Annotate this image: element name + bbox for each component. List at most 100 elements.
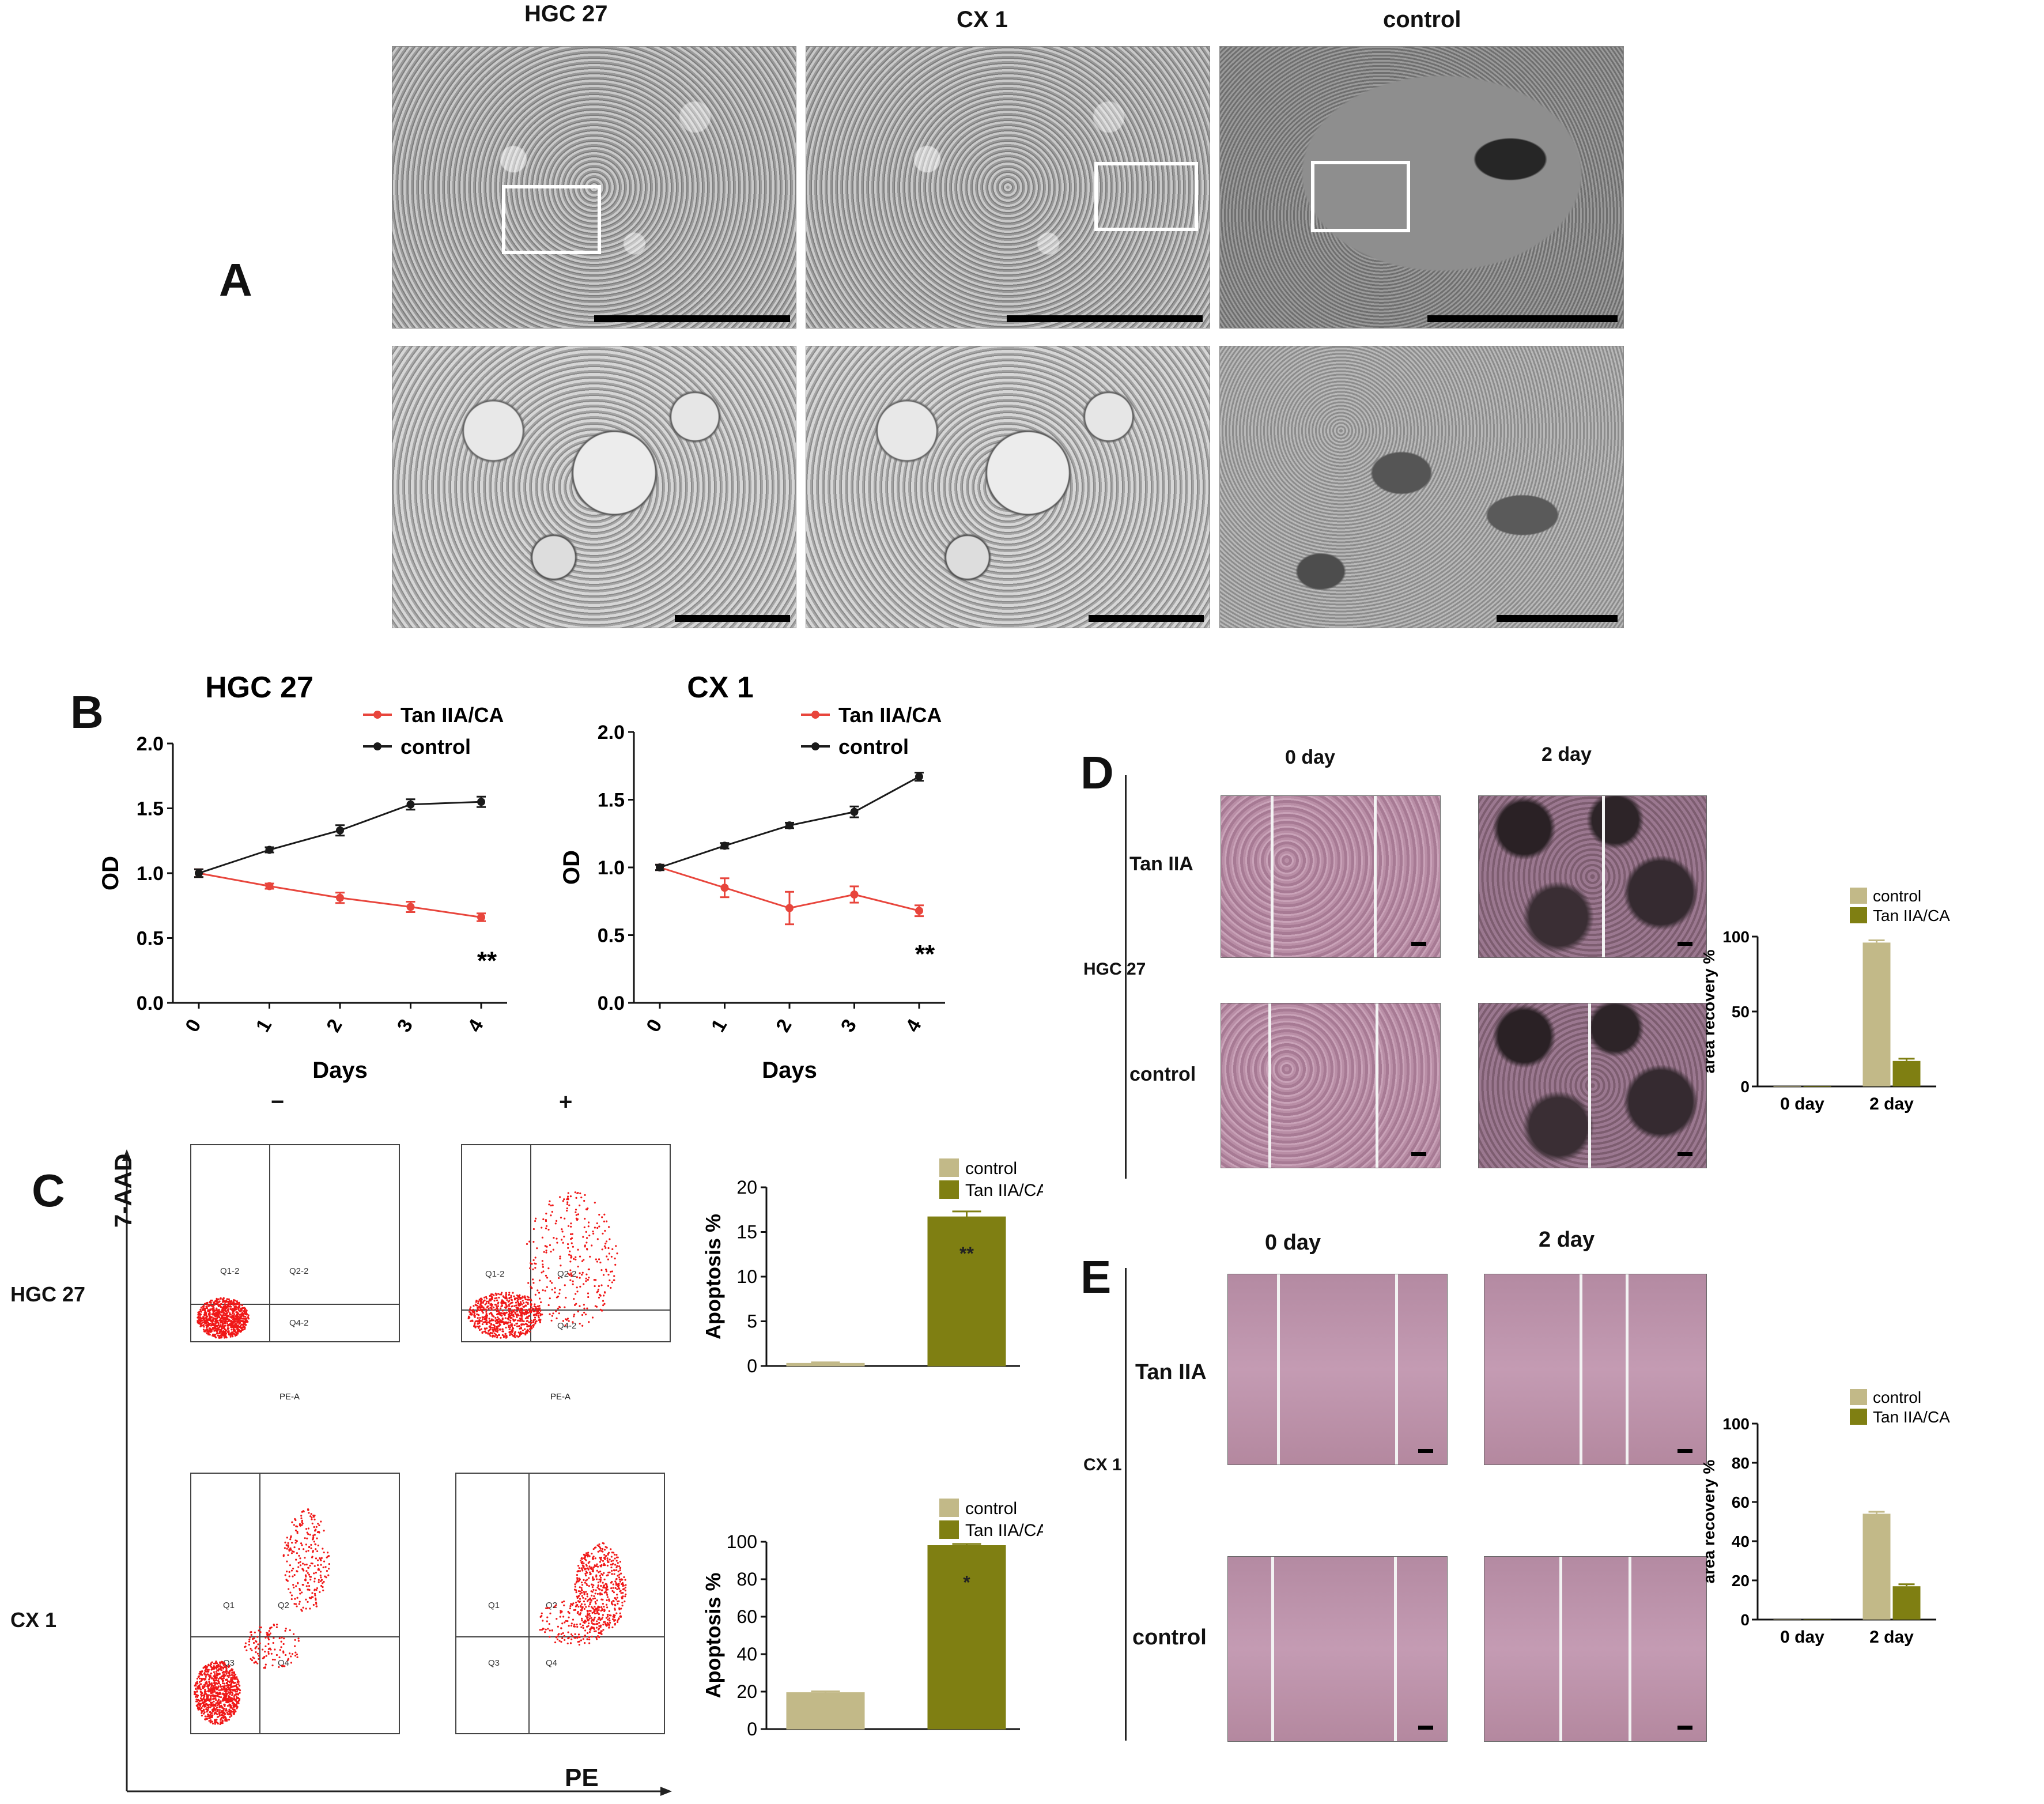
event-dot [560, 1640, 562, 1643]
event-dot [510, 1296, 512, 1299]
event-dot [213, 1671, 216, 1673]
event-dot [528, 1299, 530, 1301]
event-dot [479, 1303, 482, 1305]
event-dot [207, 1694, 210, 1696]
event-dot [206, 1667, 208, 1669]
event-dot [530, 1262, 532, 1265]
event-dot [317, 1559, 319, 1561]
x-tick-label: 2 [322, 1016, 346, 1036]
event-dot [247, 1314, 250, 1316]
event-dot [290, 1598, 293, 1601]
event-dot [585, 1208, 588, 1211]
event-dot [612, 1583, 614, 1586]
event-dot [534, 1303, 536, 1305]
event-dot [568, 1320, 570, 1322]
data-point [406, 800, 415, 809]
event-dot [516, 1316, 518, 1318]
event-dot [211, 1324, 214, 1326]
event-dot [583, 1600, 585, 1603]
event-dot [551, 1204, 554, 1206]
event-dot [227, 1684, 229, 1686]
event-dot [206, 1315, 209, 1318]
event-dot [546, 1286, 548, 1288]
event-dot [619, 1580, 621, 1583]
event-dot [255, 1661, 258, 1663]
event-dot [600, 1624, 602, 1626]
event-dot [539, 1297, 541, 1300]
event-dot [318, 1581, 320, 1583]
event-dot [601, 1548, 604, 1550]
scale-bar [675, 615, 790, 622]
event-dot [302, 1510, 304, 1512]
event-dot [594, 1612, 596, 1615]
event-dot [595, 1630, 597, 1632]
event-dot [585, 1615, 587, 1617]
event-dot [221, 1669, 223, 1671]
event-dot [253, 1657, 255, 1659]
event-dot [228, 1320, 230, 1322]
data-point [477, 913, 485, 922]
event-dot [592, 1579, 594, 1582]
event-dot [470, 1309, 473, 1312]
event-dot [575, 1214, 577, 1216]
event-dot [538, 1292, 541, 1294]
event-dot [206, 1699, 209, 1701]
event-dot [218, 1300, 221, 1303]
event-dot [534, 1220, 536, 1222]
event-dot [216, 1688, 218, 1690]
event-dot [278, 1637, 281, 1640]
event-dot [290, 1662, 293, 1664]
event-dot [475, 1301, 477, 1303]
event-dot [315, 1526, 318, 1528]
event-dot [585, 1237, 588, 1239]
event-dot [211, 1309, 214, 1312]
legend-label: Tan IIA/CA [965, 1181, 1043, 1200]
event-dot [603, 1549, 606, 1551]
y-tick-label: 10 [736, 1266, 757, 1287]
event-dot [583, 1226, 585, 1229]
event-dot [499, 1293, 501, 1296]
event-dot [480, 1306, 482, 1308]
event-dot [237, 1680, 239, 1682]
event-dot [603, 1220, 606, 1222]
event-dot [314, 1543, 316, 1545]
event-dot [504, 1317, 507, 1319]
event-dot [557, 1625, 559, 1628]
data-point [915, 907, 923, 915]
event-dot [536, 1247, 538, 1250]
event-dot [286, 1571, 288, 1573]
event-dot [580, 1605, 582, 1607]
event-dot [485, 1296, 488, 1298]
event-dot [488, 1307, 490, 1309]
event-dot [213, 1677, 216, 1679]
event-dot [477, 1302, 479, 1304]
event-dot [515, 1312, 517, 1315]
event-dot [517, 1331, 520, 1334]
event-dot [271, 1664, 274, 1667]
event-dot [588, 1642, 591, 1644]
event-dot [309, 1575, 311, 1578]
event-dot [229, 1700, 232, 1702]
event-dot [599, 1580, 602, 1583]
event-dot [274, 1648, 276, 1651]
event-dot [473, 1305, 475, 1307]
event-dot [534, 1310, 536, 1312]
event-dot [585, 1579, 587, 1582]
event-dot [570, 1254, 572, 1256]
legend-label: control [1873, 1388, 1921, 1406]
event-dot [304, 1537, 306, 1539]
event-dot [596, 1222, 598, 1225]
event-dot [610, 1286, 612, 1289]
event-dot [580, 1626, 583, 1628]
event-dot [201, 1692, 203, 1694]
event-dot [610, 1587, 613, 1590]
event-dot [213, 1721, 216, 1723]
event-dot [531, 1327, 533, 1330]
event-dot [211, 1690, 214, 1692]
event-dot [572, 1618, 575, 1621]
y-tick-label: 2.0 [598, 722, 625, 744]
x-tick-label: 0 [642, 1016, 666, 1036]
event-dot [231, 1682, 233, 1685]
event-dot [600, 1573, 603, 1575]
event-dot [609, 1279, 611, 1282]
